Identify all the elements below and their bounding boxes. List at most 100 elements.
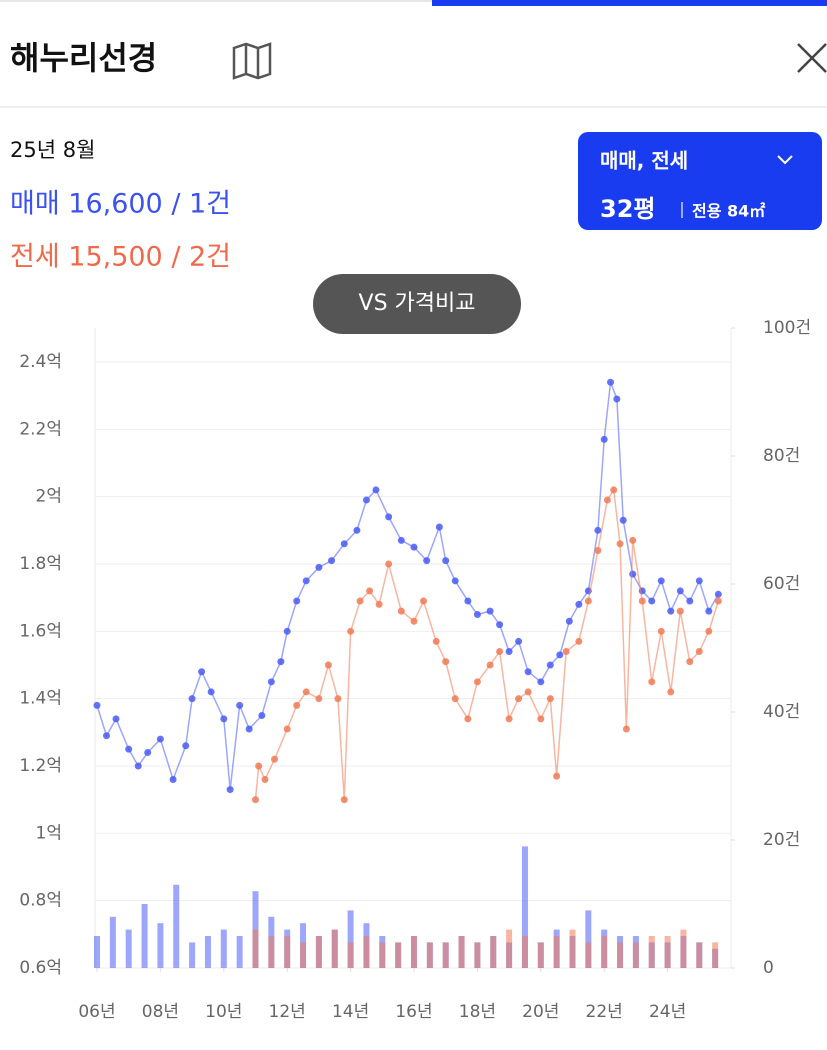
- volume-bar: [284, 936, 291, 968]
- volume-bar: [601, 936, 608, 968]
- compare-pill: [313, 274, 521, 334]
- price-point: [603, 496, 611, 504]
- price-point: [505, 715, 513, 723]
- price-point: [638, 597, 646, 605]
- chevron: [777, 155, 793, 165]
- date: 25년 8월: [10, 138, 95, 162]
- y-tick-label: 2.4억: [19, 352, 62, 372]
- x-tick-label: 20년: [522, 1002, 559, 1022]
- price-point: [423, 557, 431, 565]
- y2-tick-label: 80건: [763, 446, 800, 466]
- volume-bar: [537, 942, 544, 968]
- volume-bar: [521, 846, 528, 968]
- compare-button[interactable]: VS 가격비교: [313, 274, 521, 334]
- x-tick-label: 16년: [395, 1002, 432, 1022]
- price-point: [594, 526, 602, 534]
- price-point: [629, 536, 637, 544]
- price-point: [277, 658, 285, 666]
- price-line: [254, 487, 720, 800]
- price-point: [464, 597, 472, 605]
- price-point: [385, 560, 393, 568]
- volume-bar: [300, 942, 307, 968]
- price-point: [714, 597, 722, 605]
- close-button[interactable]: [797, 43, 827, 73]
- price-point: [315, 695, 323, 703]
- price-point: [397, 536, 405, 544]
- divider: [0, 106, 827, 108]
- price-point: [667, 607, 675, 615]
- price-point: [375, 600, 383, 608]
- price-point: [328, 557, 336, 565]
- price-point: [705, 627, 713, 635]
- price-point: [271, 755, 279, 763]
- price-point: [565, 617, 573, 625]
- volume-bar: [490, 936, 497, 968]
- price-point: [315, 563, 323, 571]
- volume-bar: [347, 942, 354, 968]
- price-point: [302, 688, 310, 696]
- price-point: [324, 661, 332, 669]
- volume-bar: [664, 936, 671, 968]
- price-point: [486, 661, 494, 669]
- price-point: [410, 543, 418, 551]
- volume-bar: [553, 936, 560, 968]
- price-point: [496, 648, 504, 656]
- volume-bar: [347, 910, 354, 968]
- price-point: [575, 637, 583, 645]
- price-point: [667, 688, 675, 696]
- price-point: [207, 688, 215, 696]
- price-point: [169, 775, 177, 783]
- x-tick-label: 06년: [78, 1002, 115, 1022]
- y-tick-label: 1.6억: [19, 621, 62, 641]
- price-point: [293, 701, 301, 709]
- price-point: [293, 597, 301, 605]
- price-point: [616, 540, 624, 548]
- price-point: [442, 557, 450, 565]
- y-tick-label: 2억: [36, 487, 62, 507]
- title: 해누리선경: [10, 39, 157, 77]
- x-tick-label: 08년: [142, 1002, 179, 1022]
- selector-types: 매매, 전세: [600, 149, 688, 173]
- price-point: [366, 587, 374, 595]
- volume-bar: [125, 929, 132, 968]
- price-point: [134, 762, 142, 770]
- top-line: [0, 0, 827, 2]
- price-point: [283, 725, 291, 733]
- price-point: [584, 597, 592, 605]
- x-tick-label: 24년: [649, 1002, 686, 1022]
- volume-bar: [712, 942, 719, 968]
- price-point: [537, 678, 545, 686]
- selector-area: 전용 84㎡: [692, 202, 765, 221]
- price-point: [283, 627, 291, 635]
- volume-bar: [157, 923, 164, 968]
- map-icon[interactable]: [232, 42, 272, 80]
- volume-bar: [648, 936, 655, 968]
- price-point: [252, 796, 259, 804]
- price-point: [695, 577, 703, 585]
- volume-bar: [204, 936, 211, 968]
- y-tick-label: 1억: [36, 823, 62, 843]
- volume-bar: [617, 942, 624, 968]
- volume-bar: [236, 936, 243, 968]
- price-point: [496, 621, 504, 629]
- price-point: [600, 435, 608, 443]
- x-tick-label: 18년: [459, 1002, 496, 1022]
- volume-bar: [680, 929, 687, 968]
- price-point: [562, 648, 570, 656]
- volume-bar: [474, 942, 481, 968]
- price-point: [112, 715, 120, 723]
- price-point: [125, 745, 133, 753]
- price-point: [93, 701, 101, 709]
- volume-bar: [315, 936, 322, 968]
- price-point: [486, 607, 494, 615]
- price-point: [546, 661, 554, 669]
- price-point: [255, 762, 263, 770]
- price-point: [182, 742, 190, 750]
- type-selector[interactable]: 매매, 전세 32평 전용 84㎡: [578, 132, 822, 230]
- price-point: [629, 570, 637, 578]
- price-point: [267, 678, 275, 686]
- price-point: [464, 715, 472, 723]
- price-point: [385, 513, 393, 521]
- price-point: [607, 378, 615, 386]
